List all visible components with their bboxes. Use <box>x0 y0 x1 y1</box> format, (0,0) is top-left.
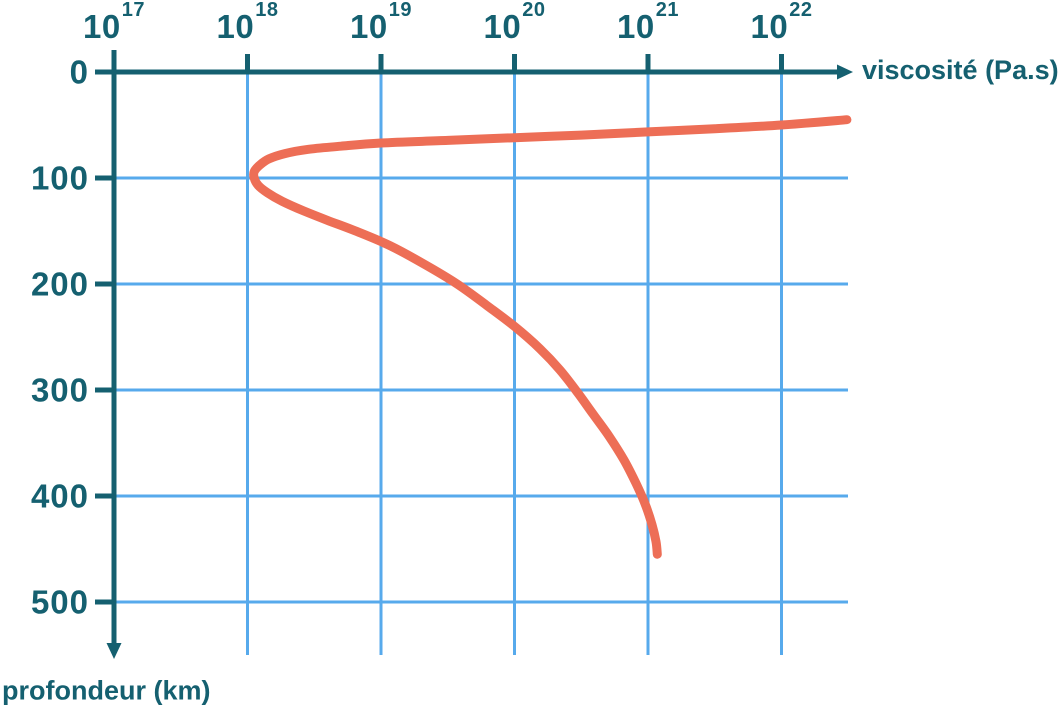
x-tick-label: 1017 <box>83 0 145 45</box>
x-tick-label: 1019 <box>350 0 412 45</box>
x-tick-label: 1022 <box>750 0 813 45</box>
x-tick-base: 10 <box>617 8 655 45</box>
y-tick-label: 100 <box>30 159 89 197</box>
y-tick-label: 500 <box>30 583 89 621</box>
x-axis-arrow-icon <box>837 64 853 80</box>
x-tick-exponent: 17 <box>121 0 145 21</box>
x-tick-exponent: 21 <box>655 0 679 21</box>
viscosity-curve <box>249 115 852 559</box>
y-tick-label: 0 <box>69 53 89 91</box>
y-tick-label: 200 <box>30 265 89 303</box>
x-tick-exponent: 18 <box>255 0 279 21</box>
x-tick-base: 10 <box>750 8 789 45</box>
x-tick-exponent: 20 <box>522 0 546 21</box>
x-tick-base: 10 <box>83 8 121 45</box>
x-tick-exponent: 22 <box>789 0 813 21</box>
x-tick-base: 10 <box>483 8 522 45</box>
x-tick-base: 10 <box>216 8 255 45</box>
x-tick-label: 1020 <box>483 0 546 45</box>
y-tick-label: 400 <box>30 477 89 515</box>
x-tick-base: 10 <box>350 8 388 45</box>
y-axis-label: profondeur (km) <box>2 675 211 706</box>
y-tick-label: 300 <box>30 371 89 409</box>
x-tick-label: 1018 <box>216 0 279 45</box>
x-axis-label: viscosité (Pa.s) <box>862 54 1059 85</box>
x-tick-label: 1021 <box>617 0 679 45</box>
x-tick-exponent: 19 <box>388 0 412 21</box>
y-axis-arrow-icon <box>106 643 122 659</box>
